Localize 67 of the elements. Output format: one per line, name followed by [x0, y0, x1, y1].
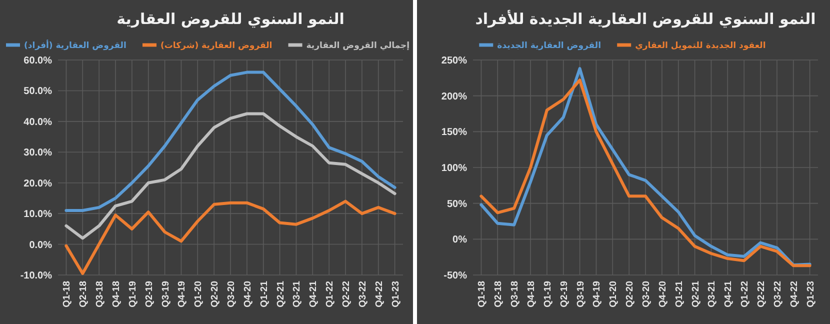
chart-title: النمو السنوي للقروض العقارية: [116, 10, 344, 28]
x-tick-label: Q2-19: [144, 281, 155, 308]
y-tick-label: 10.0%: [24, 209, 52, 220]
x-tick-label: Q4-18: [111, 281, 122, 308]
x-tick-label: Q3-18: [510, 281, 521, 308]
x-tick-label: Q1-19: [542, 281, 554, 308]
y-tick-label: 200%: [441, 91, 468, 102]
line-series: [64, 112, 396, 240]
line-series: [64, 70, 396, 212]
x-tick-label: Q4-21: [308, 280, 320, 308]
x-tick-label: Q4-18: [526, 281, 537, 308]
x-tick-label: Q3-18: [94, 281, 106, 308]
x-tick-label: Q1-22: [324, 281, 336, 308]
x-tick-label: Q1-21: [258, 280, 270, 308]
x-tick-label: Q3-20: [641, 281, 652, 308]
y-tick-label: 50.0%: [24, 86, 52, 98]
x-tick-label: Q3-21: [292, 280, 303, 308]
y-tick-label: -50%: [444, 270, 468, 282]
x-tick-label: Q2-18: [78, 281, 90, 308]
y-tick-label: 150%: [441, 127, 468, 138]
x-tick-label: Q1-21: [674, 280, 685, 308]
x-tick-label: Q4-22: [374, 281, 385, 308]
y-tick-label: -10.0%: [20, 270, 52, 282]
x-tick-label: Q2-18: [493, 281, 504, 308]
line-series: [64, 200, 396, 275]
x-tick-label: Q1-18: [62, 281, 73, 308]
x-tick-label: Q1-22: [740, 281, 751, 308]
x-tick-label: Q4-20: [242, 281, 254, 308]
x-tick-label: Q3-22: [772, 281, 784, 308]
x-tick-label: Q1-18: [476, 281, 488, 308]
y-tick-label: 250%: [441, 56, 468, 66]
legend-label: القروض العقارية (أفراد): [24, 39, 126, 51]
x-tick-label: Q3-19: [160, 281, 172, 308]
x-tick-label: Q2-22: [341, 281, 352, 308]
legend-label: إجمالي القروض العقارية: [306, 41, 410, 51]
x-tick-label: Q3-21: [706, 280, 718, 308]
y-tick-label: 0.0%: [29, 240, 52, 251]
y-tick-label: 20.0%: [24, 178, 52, 190]
legend-label: العقود الجديدة للتمويل العقاري: [635, 41, 766, 51]
x-tick-label: Q4-21: [723, 280, 734, 308]
x-tick-label: Q3-22: [357, 281, 368, 308]
x-tick-label: Q2-21: [690, 280, 702, 308]
x-tick-label: Q2-21: [275, 280, 286, 308]
y-tick-label: 0%: [452, 234, 468, 246]
x-tick-label: Q1-19: [127, 281, 138, 308]
x-tick-label: Q4-22: [788, 281, 800, 308]
x-tick-label: Q2-19: [558, 281, 570, 308]
x-tick-label: Q3-19: [575, 281, 586, 308]
x-tick-label: Q2-20: [624, 281, 636, 308]
y-tick-label: 50%: [446, 198, 468, 210]
legend-label: القروض العقارية الجديدة: [497, 41, 602, 51]
x-tick-label: Q1-20: [608, 281, 620, 308]
x-tick-label: Q1-20: [193, 281, 204, 308]
x-tick-label: Q1-23: [805, 281, 816, 308]
x-tick-label: Q4-19: [592, 281, 603, 308]
x-tick-label: Q1-23: [390, 281, 402, 308]
legend-label: القروض العقارية (شركات): [160, 41, 272, 51]
chart-title: النمو السنوي للقروض العقارية الجديدة للأفراد: [475, 9, 816, 28]
y-tick-label: 40.0%: [24, 116, 52, 128]
x-tick-label: Q3-20: [226, 281, 237, 308]
x-tick-label: Q2-20: [210, 281, 221, 308]
y-tick-label: 30.0%: [24, 148, 52, 159]
x-tick-label: Q4-19: [176, 281, 188, 308]
x-tick-label: Q2-22: [756, 281, 767, 308]
y-tick-label: 100%: [441, 163, 468, 174]
x-tick-label: Q4-20: [657, 281, 668, 308]
y-tick-label: 60.0%: [24, 56, 52, 66]
